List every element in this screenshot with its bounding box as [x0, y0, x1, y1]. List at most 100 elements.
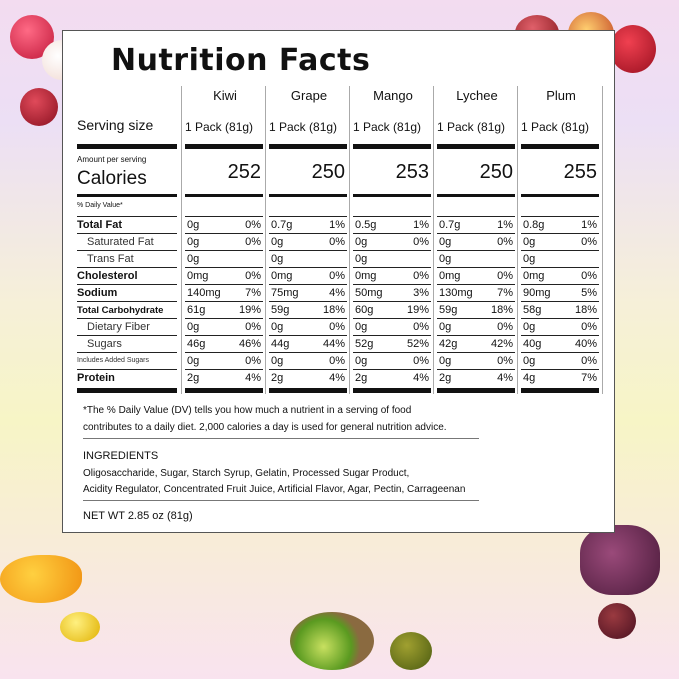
nutrient-daily-value: 0%	[581, 355, 597, 367]
row-divider	[185, 301, 263, 302]
row-divider	[77, 352, 177, 353]
nutrient-daily-value: 0%	[413, 270, 429, 282]
nutrient-daily-value: 3%	[413, 287, 429, 299]
row-divider	[77, 318, 177, 319]
serving-size-value: 1 Pack (81g)	[353, 120, 422, 134]
nutrient-amount: 0mg	[439, 270, 461, 282]
nutrient-amount: 90mg	[523, 287, 551, 299]
row-divider	[185, 369, 263, 370]
serving-size-label: Serving size	[77, 117, 154, 133]
divider	[353, 388, 431, 393]
row-divider	[185, 352, 263, 353]
row-divider	[437, 216, 515, 217]
nutrient-label: Sodium	[77, 287, 118, 299]
row-divider	[521, 284, 599, 285]
nutrient-amount: 50mg	[355, 287, 383, 299]
row-divider	[77, 335, 177, 336]
nutrient-amount: 140mg	[187, 287, 221, 299]
row-divider	[521, 335, 599, 336]
nutrient-amount: 0g	[271, 355, 284, 367]
nutrient-daily-value: 4%	[329, 287, 345, 299]
row-divider	[269, 318, 347, 319]
row-divider	[437, 352, 515, 353]
row-divider	[185, 335, 263, 336]
row-divider	[269, 369, 347, 370]
nutrient-daily-value: 7%	[497, 287, 513, 299]
nutrient-amount: 2g	[271, 372, 284, 384]
nutrient-amount: 0.7g	[439, 219, 461, 231]
nutrient-daily-value: 0%	[581, 270, 597, 282]
nutrient-daily-value: 4%	[497, 372, 513, 384]
nutrient-amount: 0g	[355, 253, 368, 265]
nutrient-label: Saturated Fat	[87, 236, 154, 248]
divider	[437, 388, 515, 393]
nutrient-daily-value: 0%	[245, 236, 261, 248]
row-divider	[437, 250, 515, 251]
row-divider	[521, 216, 599, 217]
nutrient-amount: 0g	[523, 253, 536, 265]
divider	[185, 388, 263, 393]
nutrient-label: Includes Added Sugars	[77, 357, 149, 364]
nutrient-amount: 0mg	[187, 270, 209, 282]
nutrient-daily-value: 46%	[238, 338, 261, 350]
grape-gummy-image	[598, 603, 636, 639]
nutrient-daily-value: 0%	[497, 321, 513, 333]
nutrient-daily-value: 5%	[581, 287, 597, 299]
ingredients-line: Acidity Regulator, Concentrated Fruit Ju…	[83, 484, 466, 495]
column-header-kiwi: Kiwi	[213, 88, 237, 103]
nutrient-amount: 0g	[187, 253, 200, 265]
nutrient-daily-value: 0%	[329, 270, 345, 282]
nutrient-label: Total Carbohydrate	[77, 305, 164, 316]
nutrient-amount: 0mg	[355, 270, 377, 282]
row-divider	[77, 301, 177, 302]
nutrient-daily-value: 0%	[329, 355, 345, 367]
divider	[269, 144, 347, 149]
nutrient-label: Total Fat	[77, 219, 123, 231]
nutrient-amount: 59g	[439, 304, 458, 316]
row-divider	[353, 318, 431, 319]
column-header-plum: Plum	[546, 88, 576, 103]
column-divider	[265, 86, 266, 394]
divider	[185, 194, 263, 197]
nutrient-daily-value: 0%	[245, 355, 261, 367]
nutrient-label: Trans Fat	[87, 253, 134, 265]
nutrient-amount: 0g	[187, 321, 200, 333]
serving-size-value: 1 Pack (81g)	[521, 120, 590, 134]
nutrient-daily-value: 0%	[581, 236, 597, 248]
nutrient-daily-value: 18%	[322, 304, 345, 316]
nutrition-facts-label: Nutrition Facts Kiwi Grape Mango Lychee Plum…	[62, 30, 615, 533]
plum-image	[610, 25, 656, 73]
nutrient-amount: 0g	[355, 355, 368, 367]
row-divider	[437, 284, 515, 285]
row-divider	[185, 250, 263, 251]
nutrient-daily-value: 42%	[490, 338, 513, 350]
column-divider	[602, 86, 603, 394]
divider	[437, 194, 515, 197]
nutrient-daily-value: 18%	[574, 304, 597, 316]
column-divider	[517, 86, 518, 394]
row-divider	[269, 250, 347, 251]
row-divider	[185, 267, 263, 268]
row-divider	[77, 250, 177, 251]
nutrient-amount: 2g	[187, 372, 200, 384]
row-divider	[521, 352, 599, 353]
divider	[83, 500, 479, 501]
nutrient-amount: 0g	[355, 236, 368, 248]
nutrient-daily-value: 40%	[574, 338, 597, 350]
mango-gummy-image	[60, 612, 100, 642]
nutrient-amount: 0.7g	[271, 219, 293, 231]
nutrient-daily-value: 0%	[581, 321, 597, 333]
row-divider	[353, 216, 431, 217]
row-divider	[437, 301, 515, 302]
nutrient-daily-value: 19%	[238, 304, 261, 316]
nutrient-daily-value: 0%	[413, 321, 429, 333]
column-header-grape: Grape	[290, 88, 328, 103]
grape-image	[580, 525, 660, 595]
serving-size-value: 1 Pack (81g)	[437, 120, 506, 134]
calories-value: 250	[479, 161, 513, 183]
divider	[77, 388, 177, 393]
row-divider	[353, 301, 431, 302]
row-divider	[353, 284, 431, 285]
nutrient-amount: 75mg	[271, 287, 299, 299]
nutrient-amount: 0g	[439, 355, 452, 367]
